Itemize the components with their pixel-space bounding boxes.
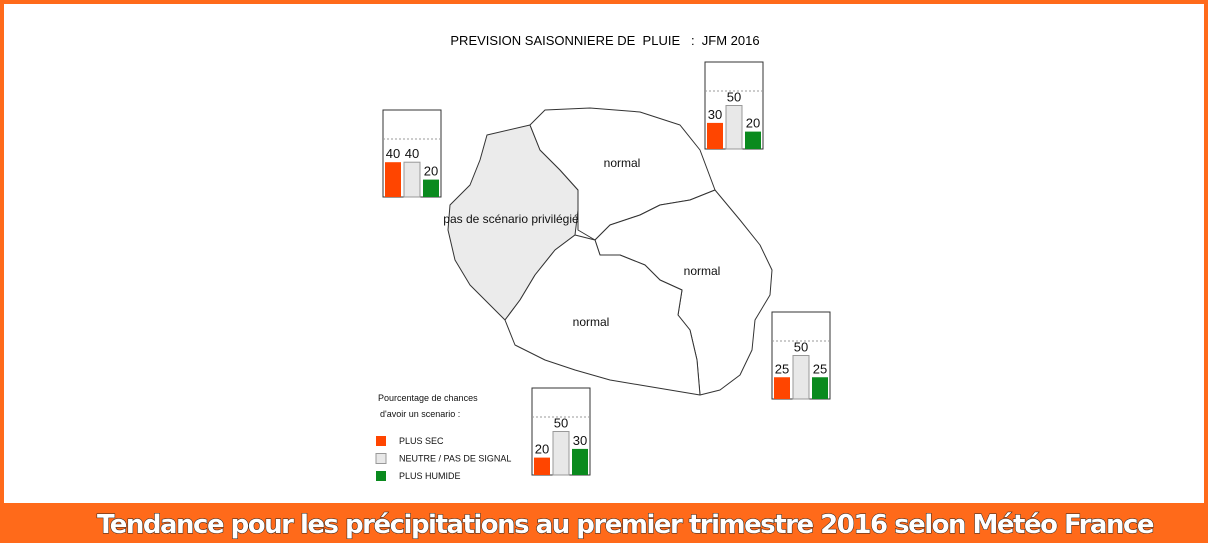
inset-value: 50 [794, 340, 808, 355]
region-label: pas de scénario privilégié [443, 212, 579, 226]
legend-swatch [376, 436, 386, 446]
legend-label: PLUS HUMIDE [399, 471, 461, 481]
inset-bar [812, 377, 828, 399]
inset-value: 25 [775, 361, 789, 376]
inset-value: 40 [386, 146, 400, 161]
legend-label: NEUTRE / PAS DE SIGNAL [399, 454, 511, 464]
inset-bar [774, 377, 790, 399]
inset-chart: 20 50 30 [531, 387, 591, 476]
inset-bar [707, 122, 723, 149]
inset-bar [725, 105, 743, 150]
inset-value: 20 [746, 116, 760, 131]
inset-bar [572, 448, 588, 475]
region [504, 234, 701, 396]
inset-value: 50 [727, 90, 741, 105]
inset-bar [385, 162, 401, 197]
legend-title: d'avoir un scenario : [380, 409, 460, 419]
inset-value: 20 [424, 164, 438, 179]
inset-chart: 40 40 20 [382, 109, 442, 198]
inset-value: 50 [554, 416, 568, 431]
inset-chart: 30 50 20 [704, 61, 764, 150]
inset-bar [534, 457, 550, 475]
inset-value: 30 [573, 433, 587, 448]
inset-value: 25 [813, 361, 827, 376]
legend-swatch [375, 453, 387, 464]
legend-swatch [376, 471, 386, 481]
island: pas de scénario privilégié normal normal no… [443, 107, 773, 396]
inset-value: 30 [708, 107, 722, 122]
region-label: normal [604, 156, 641, 170]
legend-title: Pourcentage de chances [378, 393, 478, 403]
legend-label: PLUS SEC [399, 436, 444, 446]
region-label: normal [684, 264, 721, 278]
inset-chart: 25 50 25 [771, 311, 831, 400]
inset-bar [745, 131, 761, 149]
inset-bar [403, 161, 421, 198]
insets: 40 40 20 30 50 20 25 50 25 20 50 30 [382, 61, 831, 476]
inset-bar [552, 431, 570, 476]
caption: Tendance pour les précipitations au prem… [97, 510, 1154, 540]
inset-bar [792, 355, 810, 400]
map-title: PREVISION SAISONNIERE DE PLUIE : JFM 201… [450, 33, 759, 48]
inset-value: 20 [535, 442, 549, 457]
legend: Pourcentage de chances d'avoir un scenari… [375, 393, 511, 481]
inset-value: 40 [405, 146, 419, 161]
inset-bar [423, 179, 439, 197]
region-label: normal [573, 315, 610, 329]
